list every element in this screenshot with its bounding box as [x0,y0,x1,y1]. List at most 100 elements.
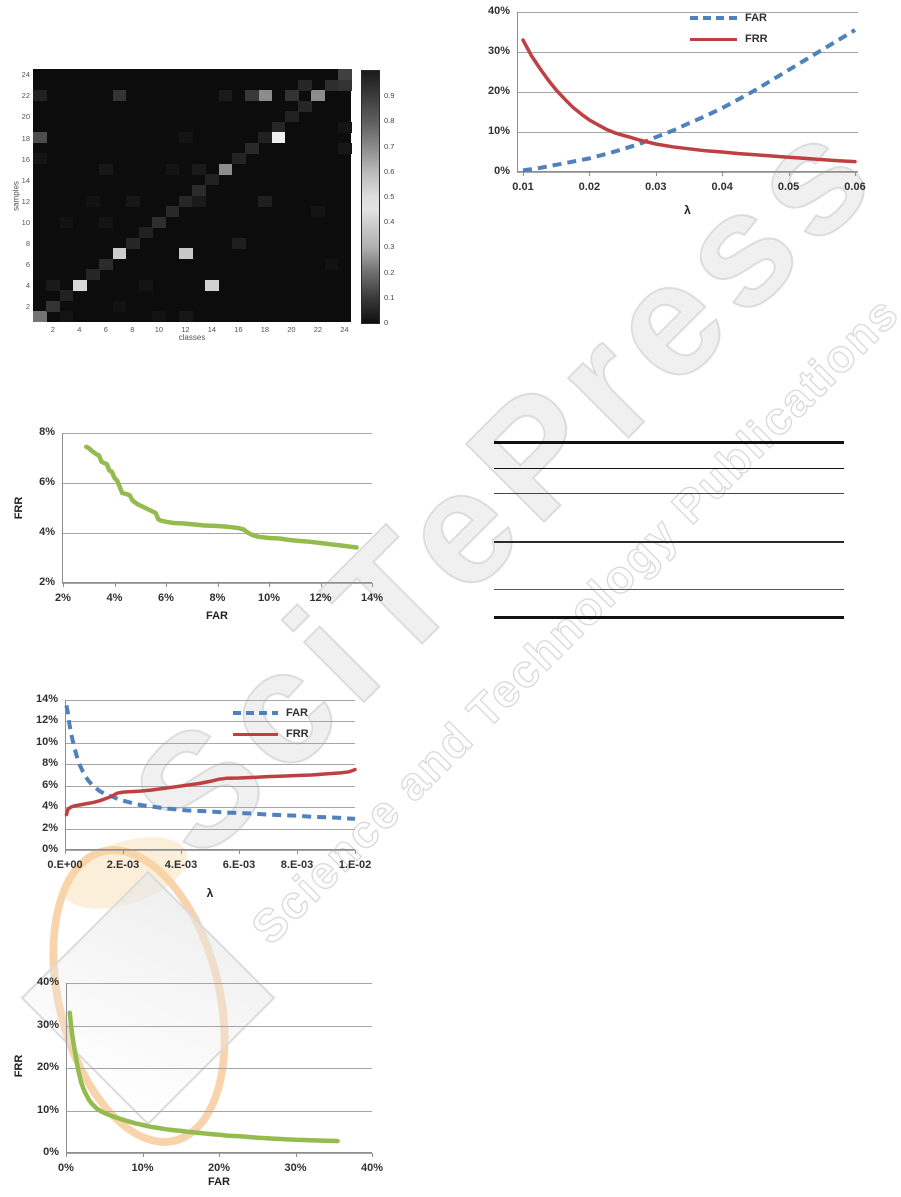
series-frr [83,444,359,550]
legend-label-far: FAR [286,707,308,719]
x-tick-label: 14% [360,592,384,604]
heatmap-cell [311,206,325,218]
heatmap-cell [33,132,47,144]
y-axis-title: FRR [13,496,25,520]
colorbar-tick-label: 0.8 [384,116,395,126]
colorbar-tick-label: 0.5 [384,192,395,201]
colorbar [361,70,380,324]
heatmap-cell [192,184,206,196]
x-axis-title: FAR [208,1176,230,1188]
chart-canvas [64,700,357,851]
legend-item-far: FAR [690,12,767,24]
heatmap-cell [324,258,339,270]
x-tick-mark [269,583,270,587]
x-tick-label: 0% [58,1162,74,1174]
x-tick-label: 0.04 [711,181,733,193]
x-tick-mark [65,850,66,854]
x-tick-label: 6.E-03 [222,859,256,871]
heatmap-y-tick-label: 20 [21,112,30,122]
heatmap-x-tick-label: 8 [130,325,135,334]
colorbar-tick-label: 0.9 [384,91,395,101]
x-tick-mark [181,850,182,854]
chart-plot-area: 2% 4% 6% 8% 10% 12% 14% 2% 4% 6% 8% [39,426,383,604]
heatmap-cell [337,142,352,154]
table-rule [494,541,844,543]
heatmap-cell [152,216,166,228]
x-tick-label: 10% [131,1162,154,1174]
heatmap-cell [152,311,166,323]
y-tick-label: 20% [487,85,510,97]
heatmap-cell [284,111,299,123]
heatmap-cell [337,79,352,91]
series-far [522,28,857,173]
heatmap-cell [245,142,259,154]
y-tick-label: 20% [36,1061,59,1073]
legend-label-far: FAR [745,12,767,24]
heatmap-x-tick-label: 10 [154,325,164,334]
y-tick-label: 2% [42,821,58,834]
heatmap-cell [112,248,127,260]
heatmap-cell [99,258,113,270]
chart-canvas [62,433,372,584]
heatmap-cell [72,279,87,291]
heatmap-cell [271,132,286,144]
heatmap-cell [99,163,113,175]
heatmap-x-tick-label: 14 [207,325,217,334]
heatmap-cell [178,248,193,260]
table-rule [494,616,844,619]
series-frr [67,1010,340,1144]
x-tick-mark [655,172,657,176]
heatmap-cell [231,237,246,249]
heatmap-y-tick-label: 6 [25,260,30,270]
x-tick-label: 0.05 [777,181,800,193]
heatmap-cell [337,121,352,133]
chart-canvas [517,12,858,173]
heatmap-cell [139,279,153,291]
heatmap-cell [178,311,193,323]
heatmap-y-tick-label: 8 [25,238,30,248]
heatmap-cell [258,90,272,102]
heatmap-cell [112,300,127,312]
heatmap-cell [298,79,312,91]
y-tick-label: 12% [35,714,58,727]
y-axis-title: FRR [13,1054,25,1078]
heatmap-cell [125,195,140,207]
x-tick-label: 0.02 [578,181,601,193]
chart-canvas [66,983,372,1154]
legend-label-frr: FRR [286,728,309,740]
x-tick-label: 2.E-03 [106,859,140,871]
x-tick-mark [123,850,124,854]
colorbar-tick-label: 0.4 [384,217,395,227]
x-tick-label: 1.E-02 [338,859,372,871]
heatmap-cell [324,79,339,91]
colorbar-tick-label: 0.3 [384,242,395,252]
colorbar-tick-label: 0.2 [384,267,395,277]
series-far [64,705,356,821]
heatmap-cell [112,90,127,102]
heatmap-y-tick-label: 10 [21,217,30,227]
heatmap-cell [125,237,140,249]
heatmap-cell [59,290,74,302]
heatmap-cell [245,90,259,102]
heatmap-cell [99,216,113,228]
y-tick-label: 40% [36,976,59,988]
colorbar-tick-label: 0.6 [384,166,395,176]
heatmap-cell [33,90,47,102]
x-tick-mark [320,583,322,587]
chart-plot-area: 0% 10% 20% 30% 40% 0% 10% 20% 30% 40% [37,976,383,1174]
x-tick-mark [297,850,298,854]
x-tick-mark [166,583,167,587]
chart-plot-area: 0.E+00 2.E-03 4.E-03 6.E-03 8.E-03 1.E-02 0% 2%… [36,693,371,871]
table-rule [494,493,844,494]
x-tick-label: 6% [158,592,174,604]
heatmap-cell [337,69,352,81]
x-axis-title: λ [684,203,691,217]
x-tick-mark [372,1153,373,1157]
heatmap-cell [46,279,60,291]
heatmap-y-tick-label: 22 [21,91,30,101]
heatmap-x-tick-label: 20 [287,325,296,334]
legend-label-frr: FRR [745,33,768,45]
heatmap-cell [231,153,246,165]
x-tick-label: 4% [106,592,123,604]
y-tick-label: 14% [35,693,58,705]
